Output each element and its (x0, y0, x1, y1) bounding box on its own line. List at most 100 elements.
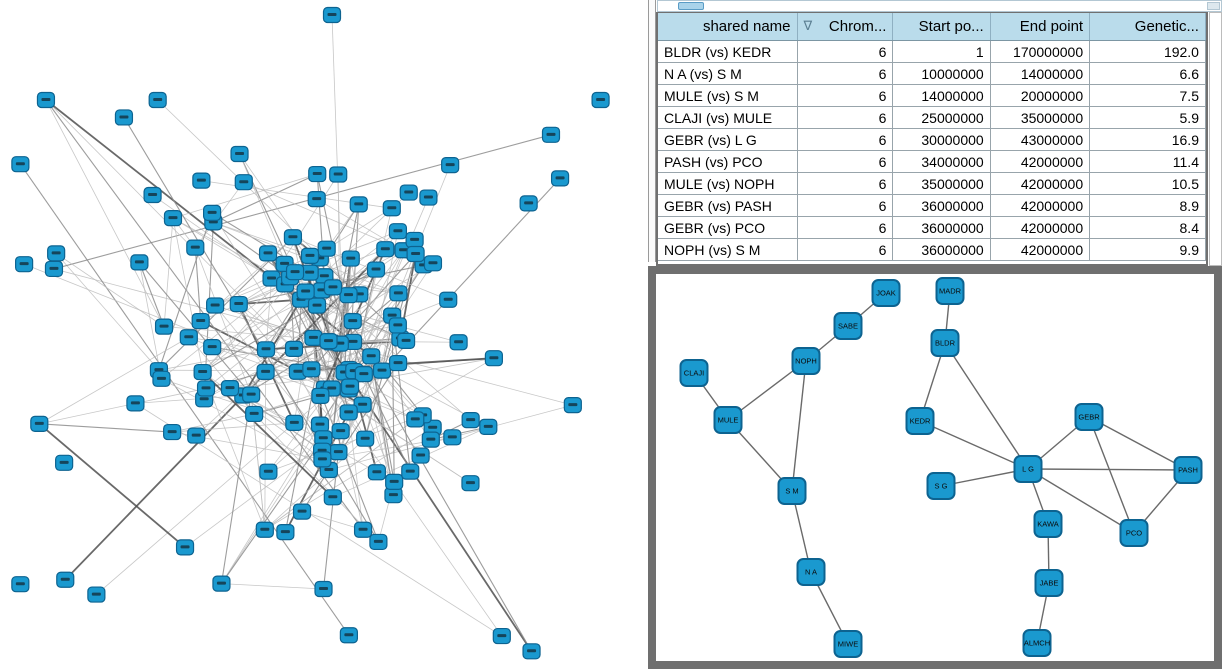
graph-node[interactable] (563, 397, 582, 414)
graph-node[interactable] (376, 241, 395, 258)
graph-node-mule[interactable]: MULE (713, 406, 743, 434)
network-view-main[interactable] (0, 0, 646, 669)
graph-node[interactable] (522, 643, 541, 660)
graph-node-s-m[interactable]: S M (777, 477, 807, 505)
graph-node-madr[interactable]: MADR (935, 277, 965, 305)
graph-node[interactable] (259, 463, 278, 480)
graph-node-bldr[interactable]: BLDR (930, 329, 960, 357)
graph-node[interactable] (192, 172, 211, 189)
graph-node[interactable] (15, 256, 34, 273)
column-header-start-po[interactable]: Start po... (892, 13, 991, 41)
table-cell[interactable]: 14000000 (990, 62, 1091, 85)
filter-icon[interactable]: ∇ (803, 18, 813, 33)
graph-node[interactable] (304, 329, 323, 346)
table-cell[interactable]: 6 (797, 150, 894, 173)
table-cell[interactable]: MULE (vs) NOPH (658, 172, 798, 195)
table-cell[interactable]: GEBR (vs) L G (658, 128, 798, 151)
graph-node[interactable] (36, 91, 56, 109)
graph-node[interactable] (187, 427, 206, 444)
table-cell[interactable]: NOPH (vs) S M (658, 238, 798, 261)
graph-node-miwe[interactable]: MIWE (833, 630, 863, 658)
table-cell[interactable]: 1 (892, 40, 991, 63)
graph-node[interactable] (519, 195, 538, 212)
graph-node-pash[interactable]: PASH (1173, 456, 1203, 484)
graph-node[interactable] (356, 430, 375, 447)
graph-node[interactable] (307, 297, 327, 314)
graph-node[interactable] (300, 264, 319, 281)
table-cell[interactable]: 20000000 (990, 84, 1091, 107)
graph-node[interactable] (388, 354, 408, 372)
network-view-filtered[interactable]: JOAK SABE NOPH CLAJI MULE S M N A MIWE MADR BLDR K… (656, 274, 1214, 661)
table-cell[interactable]: 42000000 (990, 194, 1091, 217)
graph-node[interactable] (492, 627, 511, 645)
graph-node[interactable] (388, 317, 407, 334)
graph-node-sabe[interactable]: SABE (833, 312, 863, 340)
graph-node[interactable] (196, 380, 216, 397)
graph-node[interactable] (285, 264, 305, 281)
graph-node[interactable] (220, 380, 240, 397)
graph-node[interactable] (258, 245, 278, 262)
scrollbar-end-cap[interactable] (1207, 2, 1220, 10)
graph-node-joak[interactable]: JOAK (871, 279, 901, 307)
table-cell[interactable]: 35000000 (990, 106, 1091, 129)
graph-node[interactable] (591, 91, 610, 109)
graph-node[interactable] (385, 473, 404, 490)
graph-node[interactable] (406, 411, 425, 428)
table-cell[interactable]: 6 (797, 128, 894, 151)
table-cell[interactable]: 36000000 (892, 194, 991, 217)
graph-node[interactable] (307, 190, 326, 208)
graph-node[interactable] (143, 186, 162, 204)
table-cell[interactable]: 8.9 (1089, 194, 1206, 217)
graph-node[interactable] (163, 209, 183, 227)
graph-node[interactable] (389, 285, 408, 302)
table-cell[interactable]: 36000000 (892, 238, 991, 261)
table-cell[interactable]: 34000000 (892, 150, 991, 173)
table-row[interactable]: PASH (vs) PCO 6 34000000 42000000 11.4 (658, 150, 1206, 173)
table-row[interactable]: CLAJI (vs) MULE 6 25000000 35000000 5.9 (658, 106, 1206, 129)
table-cell[interactable]: 6 (797, 106, 894, 129)
graph-node[interactable] (329, 166, 348, 183)
table-cell[interactable]: 170000000 (990, 40, 1091, 63)
vertical-scrollbar[interactable] (1208, 12, 1222, 266)
graph-node[interactable] (419, 189, 438, 206)
table-cell[interactable]: 10000000 (892, 62, 991, 85)
table-row[interactable]: N A (vs) S M 6 10000000 14000000 6.6 (658, 62, 1206, 85)
graph-node[interactable] (283, 229, 303, 246)
graph-node[interactable] (369, 533, 388, 551)
graph-node[interactable] (399, 184, 418, 201)
graph-node[interactable] (285, 414, 304, 431)
table-cell[interactable]: MULE (vs) S M (658, 84, 798, 107)
table-cell[interactable]: 6 (797, 194, 894, 217)
graph-node[interactable] (366, 261, 386, 278)
table-row[interactable]: BLDR (vs) KEDR 6 1 170000000 192.0 (658, 40, 1206, 63)
graph-node[interactable] (550, 170, 570, 187)
graph-node[interactable] (203, 339, 222, 356)
graph-node[interactable] (541, 126, 561, 143)
graph-node[interactable] (322, 6, 342, 24)
table-cell[interactable]: 192.0 (1089, 40, 1206, 63)
graph-node[interactable] (256, 341, 276, 358)
table-cell[interactable]: 35000000 (892, 172, 991, 195)
graph-node[interactable] (396, 332, 416, 349)
column-header-shared-name[interactable]: shared name (658, 13, 798, 41)
table-cell[interactable]: 5.9 (1089, 106, 1206, 129)
graph-node[interactable] (341, 250, 360, 267)
graph-node[interactable] (382, 200, 401, 217)
graph-node[interactable] (354, 366, 373, 383)
graph-node[interactable] (340, 378, 360, 395)
graph-node[interactable] (329, 443, 348, 461)
table-row[interactable]: GEBR (vs) L G 6 30000000 43000000 16.9 (658, 128, 1206, 151)
graph-node-kawa[interactable]: KAWA (1033, 510, 1063, 538)
graph-node[interactable] (331, 423, 350, 440)
graph-node[interactable] (441, 157, 460, 174)
graph-node[interactable] (179, 329, 198, 346)
graph-node[interactable] (302, 361, 321, 378)
table-cell[interactable]: 42000000 (990, 216, 1091, 239)
graph-node[interactable] (313, 451, 332, 468)
column-header-genetic[interactable]: Genetic... (1089, 13, 1206, 41)
graph-node[interactable] (300, 247, 320, 264)
graph-node[interactable] (319, 333, 338, 350)
graph-node[interactable] (175, 539, 195, 556)
graph-node[interactable] (56, 571, 75, 588)
table-cell[interactable]: 42000000 (990, 238, 1091, 261)
